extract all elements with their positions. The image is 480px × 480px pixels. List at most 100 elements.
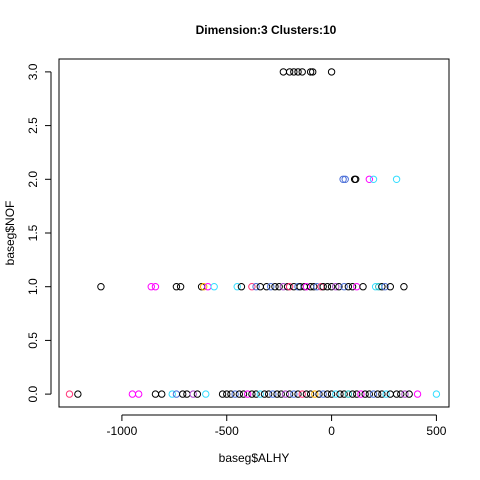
y-tick-label: 0.0: [26, 385, 40, 402]
data-point: [281, 390, 290, 398]
data-point: [260, 390, 269, 398]
data-point: [344, 283, 353, 291]
data-point: [151, 390, 160, 398]
data-point: [298, 390, 306, 398]
data-point: [310, 283, 318, 291]
data-point: [239, 390, 248, 398]
data-point: [319, 283, 327, 291]
data-point: [275, 283, 283, 291]
data-point: [267, 283, 275, 291]
data-point: [353, 390, 361, 398]
y-tick-label: 0.5: [26, 332, 40, 349]
data-point: [381, 283, 389, 291]
data-point: [285, 390, 294, 398]
data-point: [237, 283, 246, 291]
data-point: [365, 175, 374, 183]
data-point: [323, 283, 332, 291]
x-axis: -1000 -500 0 500: [107, 414, 447, 438]
data-point: [151, 283, 160, 291]
data-point: [348, 283, 357, 291]
data-point: [327, 68, 336, 76]
data-point: [248, 390, 256, 398]
data-point: [158, 390, 166, 398]
data-point: [168, 390, 176, 398]
data-point: [252, 390, 260, 398]
data-point: [386, 283, 394, 291]
y-tick-label: 1.5: [26, 224, 40, 241]
data-point: [202, 390, 210, 398]
data-point: [335, 283, 343, 291]
data-point: [397, 390, 405, 398]
data-point: [309, 68, 317, 76]
data-point: [386, 390, 394, 398]
data-point: [290, 68, 298, 76]
data-point: [336, 390, 344, 398]
data-points: [65, 68, 441, 398]
data-point: [298, 68, 306, 76]
data-point: [235, 390, 244, 398]
data-point: [315, 390, 323, 398]
data-point: [248, 283, 256, 291]
data-point: [264, 390, 273, 398]
x-tick-label: 500: [426, 424, 446, 438]
data-point: [193, 390, 202, 398]
data-point: [218, 390, 227, 398]
data-point: [256, 283, 264, 291]
data-point: [128, 390, 137, 398]
data-point: [361, 390, 369, 398]
data-point: [332, 283, 340, 291]
data-point: [405, 390, 413, 398]
data-point: [374, 390, 382, 398]
data-point: [252, 283, 260, 291]
data-point: [353, 283, 361, 291]
data-point: [65, 390, 74, 398]
data-point: [340, 283, 348, 291]
data-point: [134, 390, 143, 398]
x-tick-label: 0: [328, 424, 335, 438]
data-point: [172, 390, 181, 398]
data-point: [327, 283, 336, 291]
data-point: [271, 283, 279, 291]
data-point: [269, 390, 277, 398]
data-point: [382, 390, 390, 398]
data-point: [231, 390, 239, 398]
data-point: [348, 390, 357, 398]
data-point: [432, 390, 441, 398]
data-point: [378, 283, 386, 291]
y-tick-label: 2.0: [26, 171, 40, 188]
y-axis: 0.0 0.5 1.0 1.5 2.0 2.5 3.0: [26, 63, 52, 402]
data-point: [392, 175, 401, 183]
data-point: [189, 390, 197, 398]
data-point: [199, 283, 208, 291]
data-point: [294, 68, 302, 76]
data-point: [204, 283, 212, 291]
data-point: [306, 68, 315, 76]
data-point: [290, 390, 298, 398]
y-tick-label: 2.5: [26, 117, 40, 134]
data-point: [357, 390, 365, 398]
data-point: [323, 390, 332, 398]
data-point: [74, 390, 82, 398]
chart-title: Dimension:3 Clusters:10: [196, 23, 337, 37]
data-point: [332, 390, 340, 398]
data-point: [401, 390, 409, 398]
data-point: [277, 390, 285, 398]
data-point: [302, 390, 311, 398]
data-point: [147, 283, 155, 291]
data-point: [176, 283, 185, 291]
data-point: [279, 68, 288, 76]
data-point: [273, 390, 281, 398]
data-point: [294, 390, 302, 398]
data-point: [244, 390, 252, 398]
data-point: [365, 390, 374, 398]
data-point: [400, 283, 408, 291]
data-point: [97, 283, 105, 291]
data-point: [351, 175, 360, 183]
data-point: [183, 390, 191, 398]
data-point: [172, 283, 181, 291]
data-point: [392, 390, 401, 398]
data-point: [319, 390, 327, 398]
data-point: [341, 175, 349, 183]
